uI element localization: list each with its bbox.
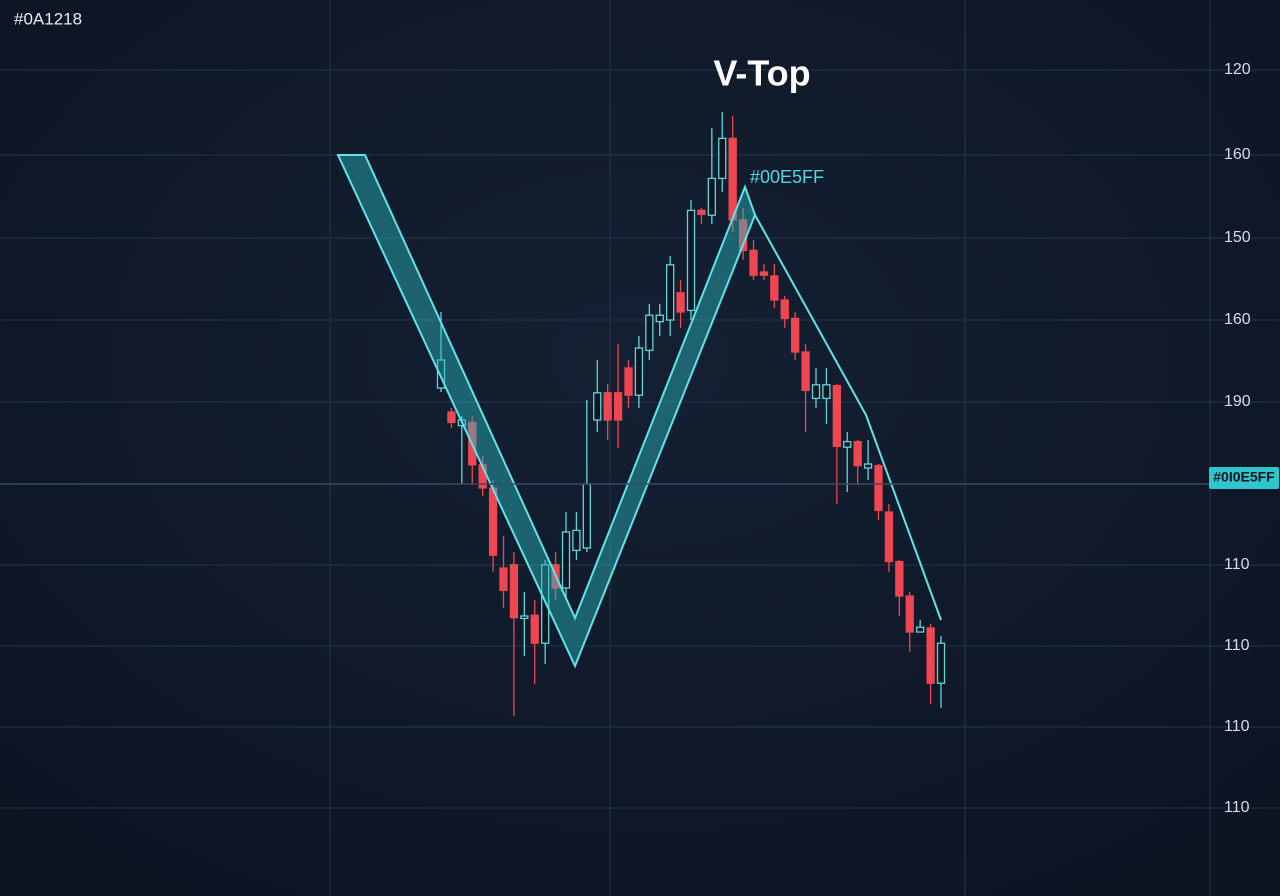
candle-body (530, 614, 539, 644)
candle-body (676, 292, 685, 313)
candle-body (936, 642, 946, 684)
candle-body (759, 271, 769, 276)
candle-body (749, 249, 758, 276)
candle-body (884, 511, 894, 563)
v-top-band (336, 154, 757, 669)
candle-body (593, 392, 602, 421)
candle-body (488, 487, 498, 556)
candle-body (811, 384, 821, 400)
candle-body (582, 483, 591, 549)
y-tick-label: 150 (1224, 229, 1251, 246)
candle-body (916, 626, 925, 633)
y-tick-label: 110 (1224, 799, 1250, 816)
price-tag: #0I0E5FF (1213, 469, 1275, 485)
candle-body (770, 275, 779, 301)
y-tick-label: 120 (1224, 61, 1251, 78)
candle-body (853, 440, 862, 467)
y-tick-label: 110 (1224, 556, 1250, 573)
candle-body (822, 384, 831, 400)
pattern-label: #00E5FF (750, 167, 824, 187)
candle-body (863, 463, 873, 469)
candle-body (499, 567, 508, 592)
candle-body (561, 531, 571, 589)
y-tick-label: 160 (1224, 146, 1251, 163)
candle-body (645, 314, 654, 352)
candle-body (572, 529, 581, 552)
candle-body (843, 440, 852, 448)
y-tick-label: 190 (1224, 393, 1251, 410)
candle-body (895, 560, 904, 597)
candle-body (801, 351, 810, 392)
candle-body (926, 627, 935, 684)
candle-body (624, 367, 633, 396)
y-tick-label: 110 (1224, 637, 1250, 654)
candle-body (905, 595, 914, 633)
candle-body (780, 299, 789, 320)
candle-body (436, 359, 446, 389)
y-tick-label: 160 (1224, 311, 1251, 328)
candle-body (697, 209, 706, 216)
candle-body (447, 411, 456, 424)
candle-body (603, 392, 612, 421)
candle-body (520, 615, 529, 620)
candle-body (832, 384, 841, 448)
candle-body (634, 347, 644, 396)
candle-body (874, 464, 883, 512)
candle-body (707, 177, 716, 216)
candle-body (718, 137, 727, 180)
v-top-line (754, 214, 942, 621)
candle-body (686, 209, 696, 312)
candle-body (613, 392, 623, 421)
corner-label: #0A1218 (14, 9, 82, 28)
price-tag-box (1209, 467, 1279, 489)
candle-body (728, 137, 737, 221)
candle-body (655, 314, 664, 323)
candle-body (509, 564, 519, 619)
candle-body (791, 317, 800, 353)
y-tick-label: 110 (1224, 718, 1250, 735)
candle-body (666, 264, 675, 321)
chart-title: V-Top (713, 53, 810, 94)
